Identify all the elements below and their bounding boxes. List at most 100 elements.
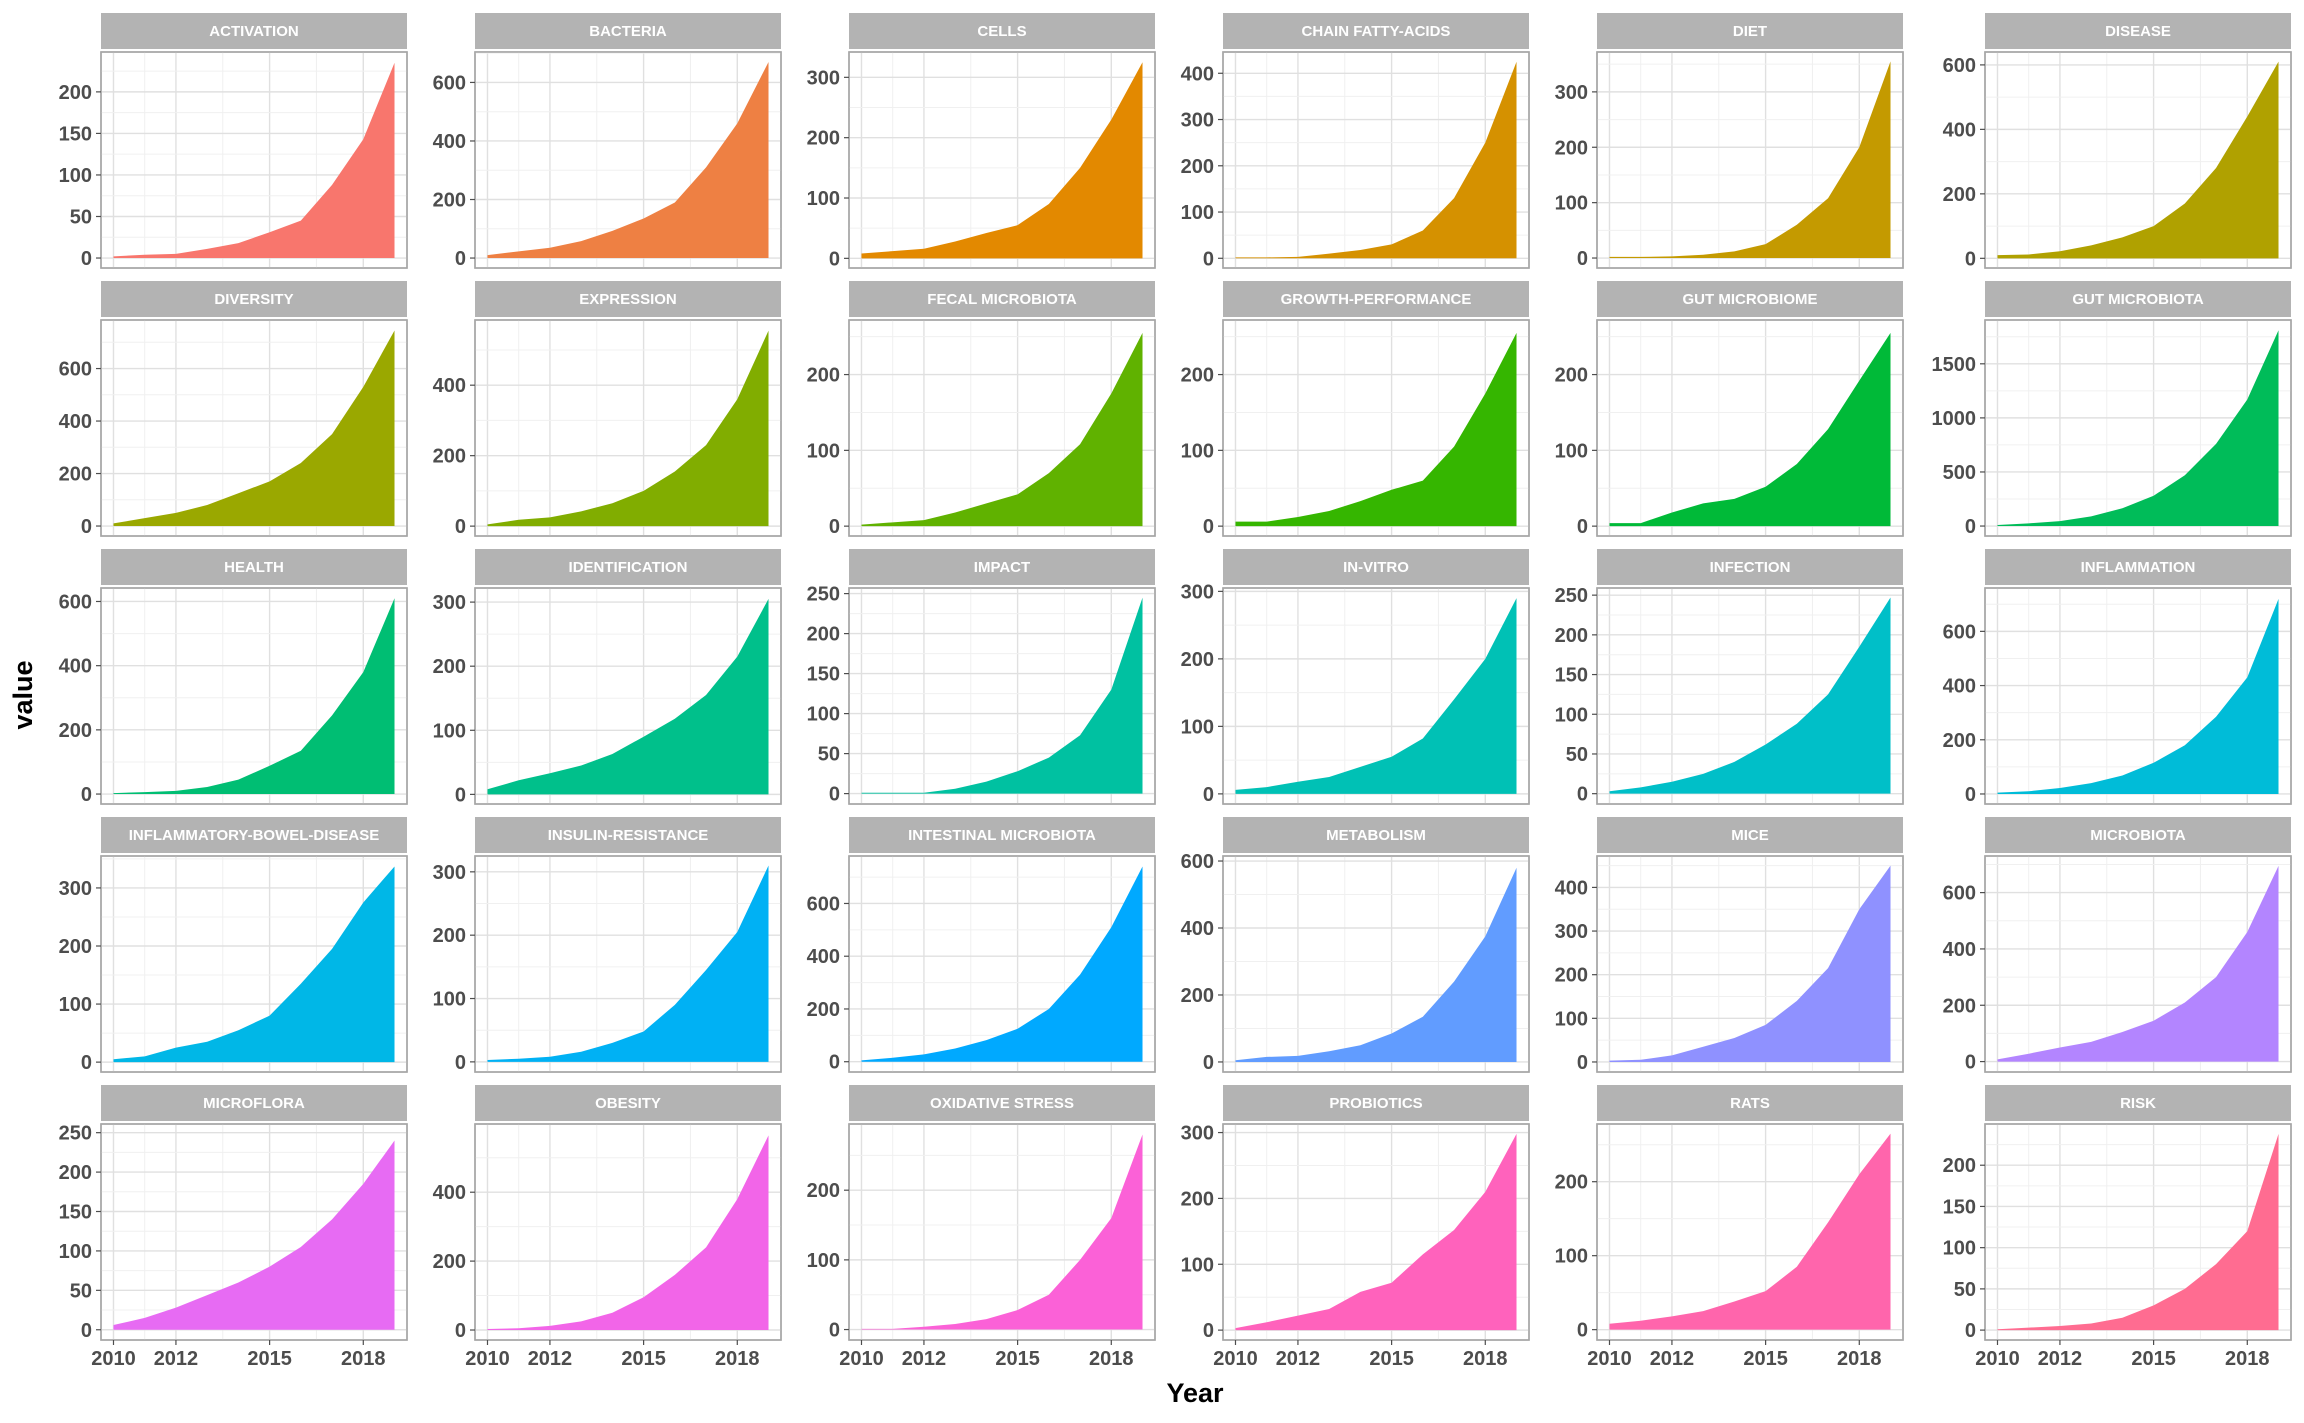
y-tick-label: 300 xyxy=(59,878,92,900)
y-tick-label: 200 xyxy=(59,82,92,104)
y-tick-label: 600 xyxy=(1181,851,1214,873)
x-tick-label: 2010 xyxy=(839,1348,884,1370)
x-tick-label: 2015 xyxy=(1369,1348,1414,1370)
y-axis-title: value xyxy=(8,660,38,729)
x-tick-label: 2012 xyxy=(1276,1348,1321,1370)
y-tick-label: 0 xyxy=(81,784,92,806)
y-tick-label: 200 xyxy=(1555,1172,1588,1194)
facet-border xyxy=(1596,51,1904,269)
y-tick-label: 0 xyxy=(829,516,840,538)
y-tick-label: 50 xyxy=(818,744,840,766)
x-tick-label: 2015 xyxy=(995,1348,1040,1370)
y-tick-label: 0 xyxy=(829,784,840,806)
y-tick-label: 0 xyxy=(81,1320,92,1342)
x-tick-label: 2010 xyxy=(465,1348,510,1370)
facet-border xyxy=(1596,1123,1904,1341)
y-tick-label: 250 xyxy=(59,1123,92,1145)
area-series-expression xyxy=(487,330,769,527)
y-tick-label: 200 xyxy=(1181,365,1214,387)
y-tick-label: 100 xyxy=(59,994,92,1016)
y-tick-label: 0 xyxy=(1203,516,1214,538)
facet-expression: EXPRESSION 0 200 400 xyxy=(433,281,782,538)
facet-title: GUT MICROBIOTA xyxy=(2072,291,2204,308)
facet-border xyxy=(848,855,1156,1073)
facet-title: IN-VITRO xyxy=(1343,559,1409,576)
area-series-risk xyxy=(1997,1133,2279,1331)
facet-obesity: OBESITY 0 200 400 2010 2012 2015 2018 xyxy=(433,1085,782,1370)
facet-identification: IDENTIFICATION 0 100 200 300 xyxy=(433,549,782,806)
area-series-gut-microbiome xyxy=(1609,332,1891,527)
facet-impact: IMPACT 0 50 100 150 200 250 xyxy=(807,549,1156,806)
x-tick-label: 2015 xyxy=(621,1348,666,1370)
facet-border xyxy=(1222,51,1530,269)
y-tick-label: 100 xyxy=(1555,1246,1588,1268)
y-tick-label: 500 xyxy=(1943,462,1976,484)
x-tick-label: 2010 xyxy=(1975,1348,2020,1370)
facet-activation: ACTIVATION 0 50 100 150 200 xyxy=(59,13,408,270)
y-tick-label: 100 xyxy=(1555,704,1588,726)
y-tick-label: 0 xyxy=(81,1052,92,1074)
facet-strip xyxy=(1223,1085,1529,1121)
area-series-bacteria xyxy=(487,61,769,259)
y-tick-label: 150 xyxy=(59,123,92,145)
facet-border xyxy=(474,587,782,805)
facet-strip xyxy=(475,1085,781,1121)
facet-strip xyxy=(1985,549,2291,585)
y-tick-label: 100 xyxy=(433,720,466,742)
y-tick-label: 200 xyxy=(1943,995,1976,1017)
y-tick-label: 200 xyxy=(59,464,92,486)
y-tick-label: 200 xyxy=(1181,649,1214,671)
facet-title: INFECTION xyxy=(1710,559,1791,576)
area-series-obesity xyxy=(487,1135,769,1331)
x-tick-label: 2018 xyxy=(1089,1348,1134,1370)
facet-diversity: DIVERSITY 0 200 400 600 xyxy=(59,281,408,538)
y-tick-label: 100 xyxy=(1555,1008,1588,1030)
y-tick-label: 1500 xyxy=(1932,354,1977,376)
y-tick-label: 200 xyxy=(1555,137,1588,159)
y-tick-label: 100 xyxy=(807,704,840,726)
facet-strip xyxy=(101,281,407,317)
facet-strip xyxy=(1223,281,1529,317)
facet-strip xyxy=(1985,817,2291,853)
facet-inflammation: INFLAMMATION 0 200 400 600 xyxy=(1943,549,2292,806)
y-tick-label: 300 xyxy=(807,67,840,89)
y-tick-label: 400 xyxy=(59,411,92,433)
facet-border xyxy=(1984,319,2292,537)
facet-inflammatory-bowel-disease: INFLAMMATORY-BOWEL-DISEASE 0 100 200 300 xyxy=(59,817,408,1074)
facet-border xyxy=(474,855,782,1073)
facet-title: INFLAMMATION xyxy=(2081,559,2196,576)
y-tick-label: 0 xyxy=(455,784,466,806)
facet-title: RISK xyxy=(2120,1095,2156,1112)
area-series-intestinal-microbiota xyxy=(861,866,1143,1062)
facet-mice: MICE 0 100 200 300 400 xyxy=(1555,817,1904,1074)
facet-title: PROBIOTICS xyxy=(1329,1095,1422,1112)
facet-cells: CELLS 0 100 200 300 xyxy=(807,13,1156,270)
y-tick-label: 200 xyxy=(433,656,466,678)
facet-border xyxy=(100,51,408,269)
facet-microbiota: MICROBIOTA 0 200 400 600 xyxy=(1943,817,2292,1074)
facet-oxidative-stress: OXIDATIVE STRESS 0 100 200 2010 2012 2015 2018 xyxy=(807,1085,1156,1370)
facet-title: INTESTINAL MICROBIOTA xyxy=(908,827,1096,844)
y-tick-label: 200 xyxy=(59,1162,92,1184)
facet-title: INFLAMMATORY-BOWEL-DISEASE xyxy=(129,827,380,844)
y-tick-label: 0 xyxy=(829,1052,840,1074)
y-tick-label: 100 xyxy=(1555,440,1588,462)
facet-title: METABOLISM xyxy=(1326,827,1426,844)
y-tick-label: 200 xyxy=(433,190,466,212)
y-tick-label: 200 xyxy=(1555,365,1588,387)
facet-title: MICROFLORA xyxy=(203,1095,305,1112)
y-tick-label: 0 xyxy=(1577,784,1588,806)
y-tick-label: 0 xyxy=(1965,248,1976,270)
area-series-rats xyxy=(1609,1133,1891,1330)
facet-strip xyxy=(1985,1085,2291,1121)
y-tick-label: 600 xyxy=(433,72,466,94)
facet-title: HEALTH xyxy=(224,559,284,576)
x-tick-label: 2012 xyxy=(2038,1348,2083,1370)
facet-title: OXIDATIVE STRESS xyxy=(930,1095,1074,1112)
facet-title: DIET xyxy=(1733,23,1767,40)
facet-title: GROWTH-PERFORMANCE xyxy=(1281,291,1472,308)
y-tick-label: 400 xyxy=(433,131,466,153)
y-tick-label: 100 xyxy=(1181,1254,1214,1276)
area-series-probiotics xyxy=(1235,1133,1517,1331)
y-tick-label: 200 xyxy=(1555,625,1588,647)
